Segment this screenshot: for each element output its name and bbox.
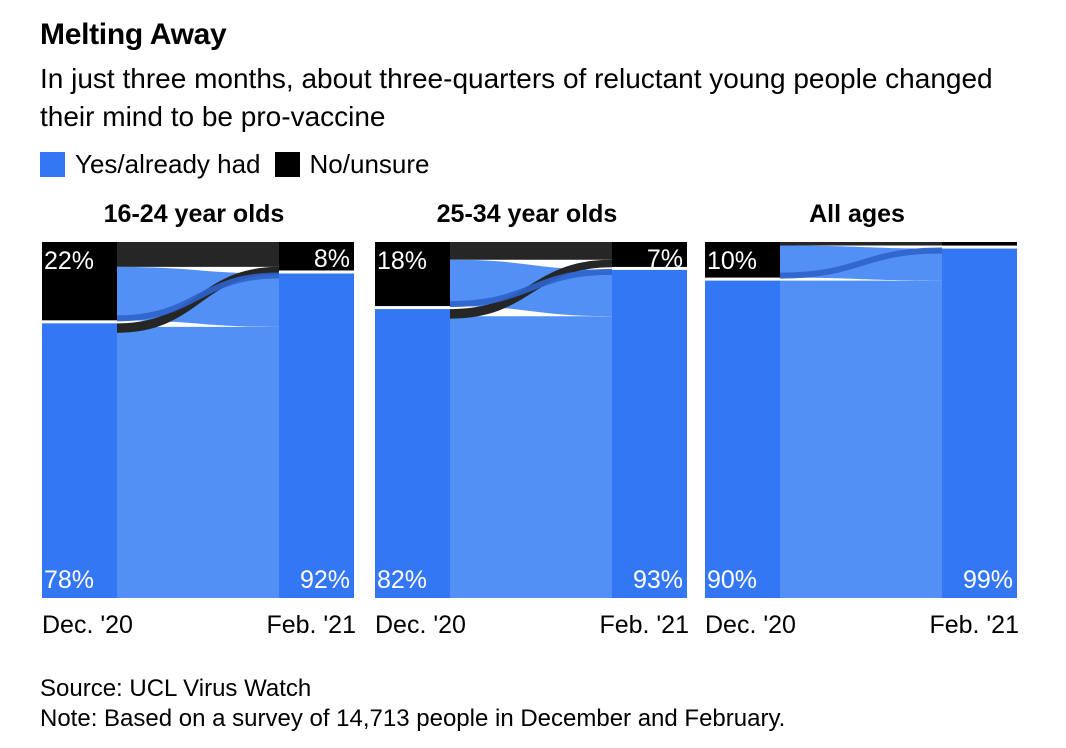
label-feb-no: 7% xyxy=(647,245,683,273)
bar-dec-yes xyxy=(375,309,450,598)
legend-item-yes: Yes/already had xyxy=(40,149,261,180)
survey-note: Note: Based on a survey of 14,713 people… xyxy=(40,705,786,732)
bar-feb-no xyxy=(279,242,354,271)
flow-no-to-no xyxy=(117,242,279,267)
bar-feb-no xyxy=(942,242,1017,246)
bar-dec-yes xyxy=(705,280,780,598)
label-feb-yes: 93% xyxy=(633,566,683,594)
x-label-dec: Dec. '20 xyxy=(705,611,796,639)
flow-switch-edge xyxy=(779,247,943,279)
flow-no-to-no xyxy=(780,242,942,246)
chart-title: Melting Away xyxy=(40,18,227,51)
label-dec-no: 10% xyxy=(707,247,757,275)
label-dec-no: 18% xyxy=(377,247,427,275)
x-label-feb: Feb. '21 xyxy=(599,611,689,639)
flow-yes-to-yes xyxy=(450,316,612,598)
flow-switch-edge xyxy=(116,272,280,322)
legend-swatch-yes xyxy=(40,151,65,177)
label-feb-no: 8% xyxy=(314,245,350,273)
bar-dec-no xyxy=(42,242,117,321)
bar-dec-yes xyxy=(42,323,117,598)
legend-label-yes: Yes/already had xyxy=(75,148,261,179)
panel-title: 16-24 year olds xyxy=(104,200,285,228)
legend-label-no: No/unsure xyxy=(309,148,430,179)
label-feb-yes: 99% xyxy=(963,566,1013,594)
bar-feb-yes xyxy=(279,273,354,598)
label-feb-yes: 92% xyxy=(300,566,350,594)
label-dec-no: 22% xyxy=(44,247,94,275)
legend: Yes/already had No/unsure xyxy=(40,146,444,182)
flow-no-to-no xyxy=(450,242,612,260)
legend-item-no: No/unsure xyxy=(274,148,430,180)
x-label-dec: Dec. '20 xyxy=(375,611,466,639)
x-label-dec: Dec. '20 xyxy=(42,611,133,639)
panel-title: 25-34 year olds xyxy=(437,200,618,228)
source-note: Source: UCL Virus Watch xyxy=(40,675,312,702)
footer: Source: UCL Virus Watch Note: Based on a… xyxy=(40,674,785,734)
flow-yes-to-yes xyxy=(780,280,942,598)
x-label-feb: Feb. '21 xyxy=(266,611,356,639)
panel-title: All ages xyxy=(809,200,905,228)
flow-yes-to-yes xyxy=(117,326,279,598)
label-dec-yes: 90% xyxy=(707,566,757,594)
bar-dec-no xyxy=(375,242,450,307)
bar-dec-no xyxy=(705,242,780,278)
chart-subtitle: In just three months, about three-quarte… xyxy=(40,63,993,132)
flow-switch-edge xyxy=(449,268,613,308)
bar-feb-yes xyxy=(942,248,1017,598)
bar-feb-no xyxy=(612,242,687,267)
bar-feb-yes xyxy=(612,269,687,598)
x-label-feb: Feb. '21 xyxy=(929,611,1019,639)
legend-swatch-no xyxy=(274,151,300,177)
label-dec-yes: 82% xyxy=(377,566,427,594)
label-dec-yes: 78% xyxy=(44,566,94,594)
